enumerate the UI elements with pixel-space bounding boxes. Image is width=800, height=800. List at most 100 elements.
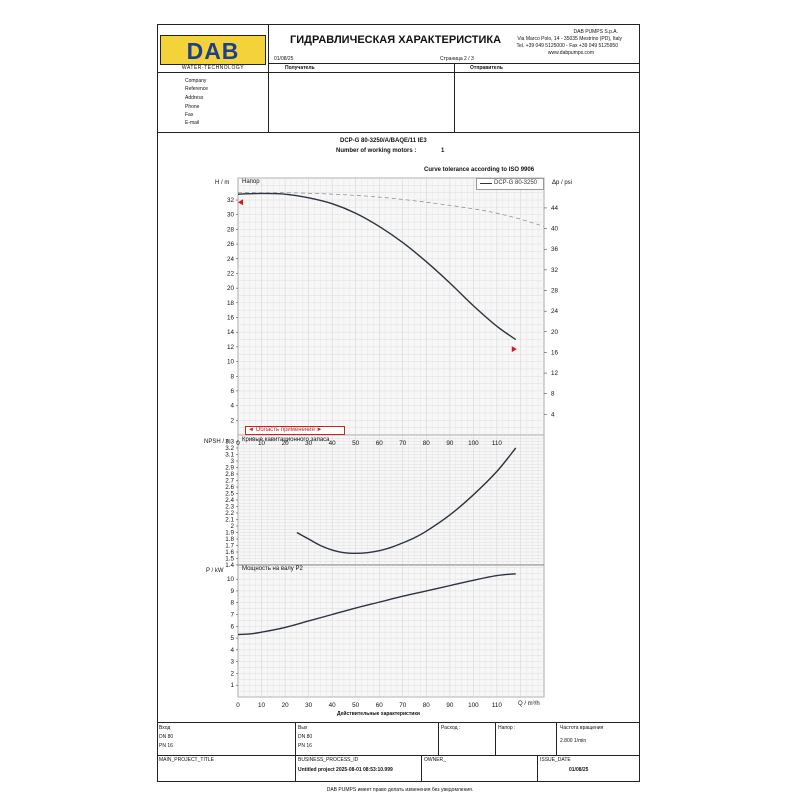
head-y-tick-label: 20: [227, 285, 235, 292]
head-y-tick-label: 12: [227, 344, 235, 351]
power-y-tick-label: 5: [230, 635, 234, 642]
npsh-y-tick-label: 1.7: [225, 543, 234, 550]
head-y-tick-label: 26: [227, 241, 235, 248]
x-tick-label: 60: [376, 440, 384, 447]
power-y-tick-label: 4: [230, 647, 234, 654]
npsh-y-tick-label: 1.6: [225, 549, 234, 556]
head-y-tick-label: 24: [227, 256, 235, 263]
head-y-tick-label: 22: [227, 270, 235, 277]
head-chart-title: Напор: [242, 179, 260, 185]
x-tick-label: 110: [492, 440, 503, 447]
npsh-series-line-0: [296, 447, 517, 555]
page-number: Страница 2 / 3: [440, 56, 474, 62]
npsh-y-tick-label: 2.5: [225, 491, 234, 498]
npsh-axis-label: NPSH / m: [204, 439, 231, 445]
issue-date-label: ISSUE_DATE: [540, 757, 571, 763]
npsh-y-tick-label: 1.4: [225, 562, 234, 569]
psi-tick-label: 36: [551, 246, 559, 253]
head-y-tick-label: 16: [227, 315, 235, 322]
owner-label: OWNER_: [424, 757, 446, 763]
x-tick-label: 30: [305, 440, 313, 447]
motors-value: 1: [441, 148, 445, 154]
x-tick-label: 100: [468, 440, 479, 447]
head-y-tick-label: 30: [227, 212, 235, 219]
head-y-tick-label: 28: [227, 226, 235, 233]
head-y-tick-label: 2: [230, 417, 234, 424]
psi-tick-label: 8: [551, 391, 555, 398]
x-tick-label: 30: [305, 702, 313, 709]
x-tick-label: 40: [329, 702, 337, 709]
psi-tick-label: 16: [551, 349, 559, 356]
flow-axis-label: Q / m³/h: [518, 701, 540, 707]
power-y-tick-label: 2: [230, 670, 234, 677]
x-tick-label: 0: [236, 702, 240, 709]
power-chart-title: Мощность на валу P2: [242, 566, 303, 572]
issue-date-value: 01/08/25: [569, 767, 589, 773]
x-tick-label: 80: [423, 702, 431, 709]
business-process-value: Untitled project 2025-08-01 08:53:10.999: [298, 767, 393, 773]
npsh-y-tick-label: 3: [230, 458, 234, 465]
power-axis-label: P / kW: [206, 568, 224, 574]
dab-logo: DAB: [160, 35, 266, 65]
npsh-y-tick-label: 2.1: [225, 517, 234, 524]
x-tick-label: 20: [282, 440, 290, 447]
power-y-tick-label: 9: [230, 588, 234, 595]
application-range-badge: ◄ Область применения ►: [245, 426, 345, 435]
head-y-tick-label: 6: [230, 388, 234, 395]
main-project-label: MAIN_PROJECT_TITLE: [159, 757, 215, 763]
psi-tick-label: 20: [551, 329, 559, 336]
psi-tick-label: 24: [551, 308, 559, 315]
x-tick-label: 90: [446, 440, 454, 447]
motors-label: Number of working motors :: [336, 148, 417, 154]
sender-label: Отправитель: [470, 65, 503, 71]
psi-tick-label: 32: [551, 267, 559, 274]
x-tick-label: 100: [468, 702, 479, 709]
psi-tick-label: 44: [551, 205, 559, 212]
npsh-y-tick-label: 2.9: [225, 465, 234, 472]
disclaimer: DAB PUMPS имеет право делать изменения б…: [326, 787, 474, 793]
power-y-tick-label: 10: [227, 576, 235, 583]
header-date: 01/08/25: [274, 56, 294, 62]
power-y-tick-label: 6: [230, 623, 234, 630]
psi-tick-label: 4: [551, 411, 555, 418]
head-axis-label: H / m: [215, 180, 230, 186]
page-title: ГИДРАВЛИЧЕСКАЯ ХАРАКТЕРИСТИКА: [290, 34, 502, 46]
psi-tick-label: 40: [551, 226, 559, 233]
x-tick-label: 0: [236, 440, 240, 447]
npsh-y-tick-label: 2.8: [225, 471, 234, 478]
x-tick-label: 70: [399, 440, 407, 447]
pressure-axis-label: Δp / psi: [552, 180, 573, 186]
power-y-tick-label: 1: [230, 682, 234, 689]
x-tick-label: 10: [258, 702, 266, 709]
psi-tick-label: 12: [551, 370, 559, 377]
business-process-label: BUSINESS_PROCESS_ID: [298, 757, 359, 763]
operating-limit-marker: [511, 346, 517, 353]
x-tick-label: 50: [352, 440, 360, 447]
x-tick-label: 20: [282, 702, 290, 709]
npsh-y-tick-label: 2.7: [225, 478, 234, 485]
x-tick-label: 70: [399, 702, 407, 709]
chart-legend: DCP-G 80-3250: [476, 178, 544, 190]
tolerance-note: Curve tolerance according to ISO 9906: [424, 167, 535, 173]
npsh-y-tick-label: 3.3: [225, 439, 234, 446]
head-y-tick-label: 32: [227, 197, 235, 204]
operating-limit-marker: [238, 199, 243, 206]
legend-label: DCP-G 80-3250: [494, 180, 538, 186]
model-name: DCP-G 80-3250/A/BAQE/11 IE3: [340, 138, 427, 144]
x-tick-label: 60: [376, 702, 384, 709]
x-axis-title: Действительные характеристики: [337, 711, 420, 717]
npsh-y-tick-label: 1.5: [225, 556, 234, 563]
x-tick-label: 10: [258, 440, 266, 447]
x-tick-label: 90: [446, 702, 454, 709]
npsh-y-tick-label: 2.3: [225, 504, 234, 511]
power-y-tick-label: 8: [230, 600, 234, 607]
power-y-tick-label: 3: [230, 659, 234, 666]
head-cell: Напор :: [498, 725, 516, 731]
x-tick-label: 110: [492, 702, 503, 709]
legend-line: [480, 183, 492, 184]
npsh-y-tick-label: 3.1: [225, 452, 234, 459]
npsh-y-tick-label: 2.6: [225, 484, 234, 491]
npsh-y-tick-label: 3.2: [225, 445, 234, 452]
npsh-y-tick-label: 1.9: [225, 530, 234, 537]
